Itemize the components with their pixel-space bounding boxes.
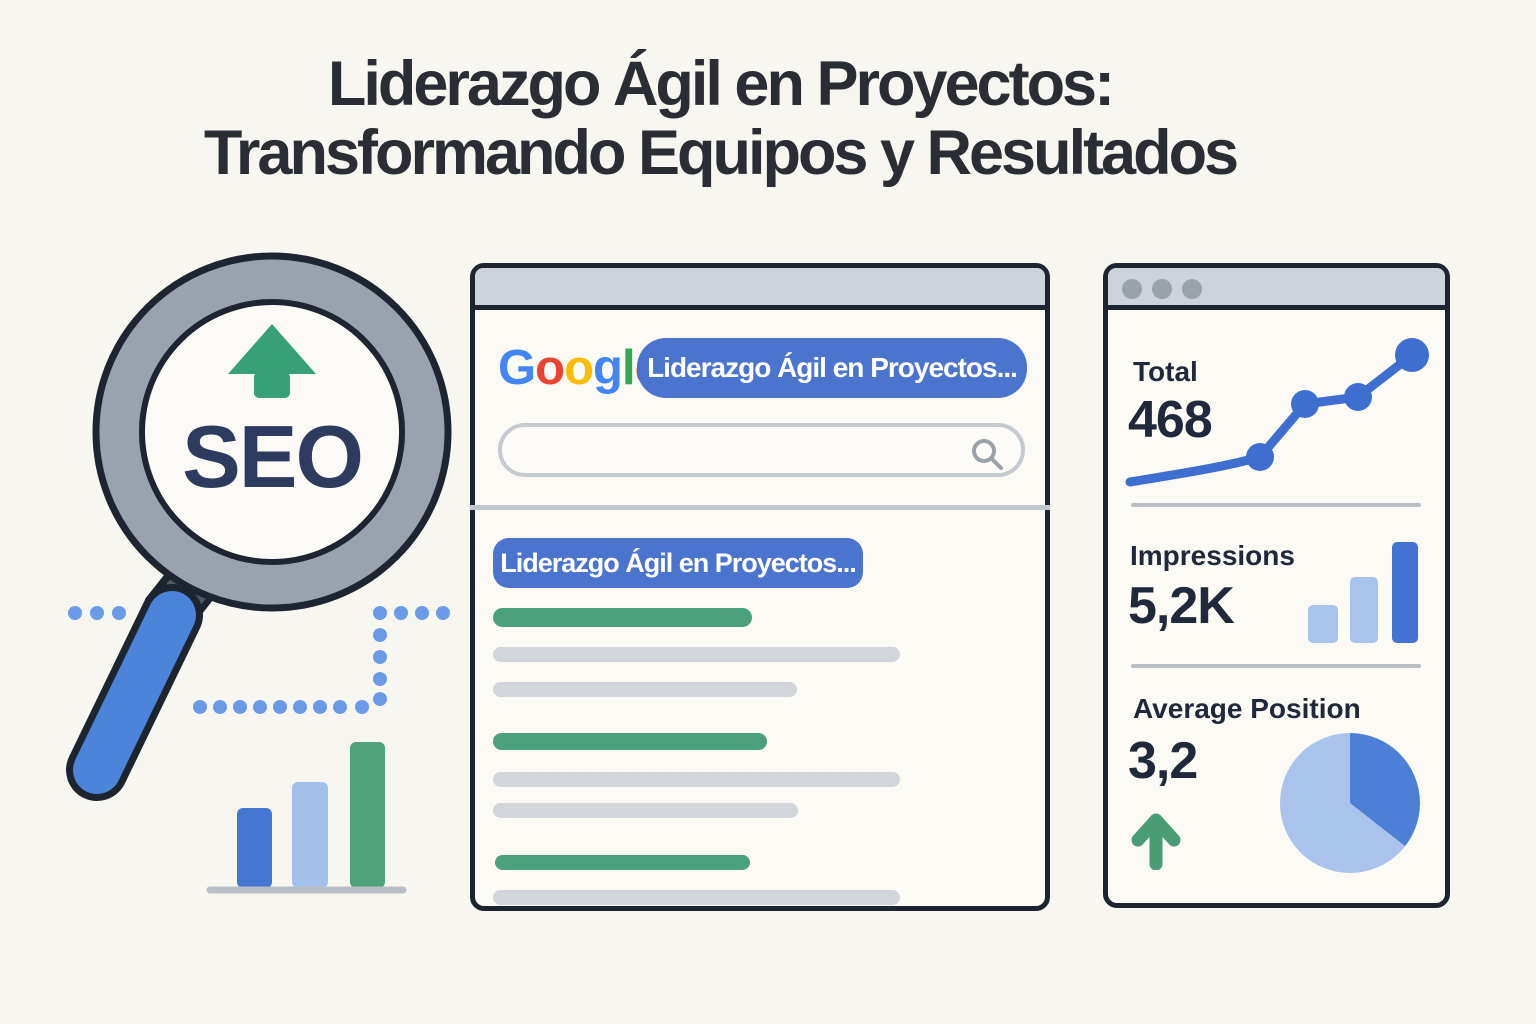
result-snippet-bar (495, 855, 750, 870)
page-title-line1: Liderazgo Ágil en Proyectos: (327, 49, 1115, 119)
search-icon (972, 439, 1003, 470)
impressions-bar (1392, 542, 1418, 643)
section-divider (1131, 503, 1421, 507)
result-snippet-bar (493, 682, 797, 697)
result-snippet-bar (493, 890, 900, 905)
impressions-label: Impressions (1130, 540, 1295, 571)
search-input[interactable] (520, 429, 960, 471)
analytics-window: Total 468 Impressions 5,2K Average Posit… (1103, 263, 1450, 908)
analytics-window-titlebar (1108, 268, 1445, 310)
google-logo-letter: l (621, 341, 636, 395)
magnifier-lens (139, 299, 405, 565)
result-snippet-bar (493, 647, 900, 662)
result-snippet-bar (493, 608, 752, 627)
google-window-titlebar (475, 268, 1045, 310)
dotted-path (68, 606, 450, 714)
page-title-line2: Transformando Equipos y Resultados (203, 118, 1239, 189)
window-control-dot[interactable] (1182, 279, 1202, 299)
total-label: Total (1133, 356, 1198, 387)
impressions-value: 5,2K (1128, 577, 1235, 635)
result-title-link[interactable]: Liderazgo Ágil en Proyectos... (493, 538, 863, 588)
google-logo-letter: G (498, 341, 536, 395)
impressions-bar (1350, 577, 1378, 643)
window-control-dot[interactable] (1152, 279, 1172, 299)
google-search-window: Google Liderazgo Ágil en Proyectos... Li… (470, 263, 1050, 911)
google-logo-letter: o (535, 341, 565, 395)
page-title: Liderazgo Ágil en Proyectos: Transforman… (0, 49, 1440, 189)
impressions-bar (1308, 605, 1338, 643)
seo-label: SEO (182, 407, 362, 506)
avg-position-label: Average Position (1133, 693, 1361, 724)
seo-magnifier-illustration: SEO (66, 252, 452, 894)
total-clicks-line-chart (1125, 338, 1429, 487)
result-snippet-bar (493, 733, 767, 750)
magnifier-handle (66, 561, 218, 801)
growth-arrow-icon (228, 324, 316, 398)
result-snippet-bar (493, 803, 798, 818)
avg-position-value: 3,2 (1128, 732, 1198, 790)
result-snippet-bar (493, 772, 900, 787)
search-bar[interactable] (498, 423, 1025, 477)
window-control-dot[interactable] (1122, 279, 1142, 299)
google-logo-letter: g (593, 341, 623, 395)
section-divider (1131, 664, 1421, 668)
total-value: 468 (1128, 391, 1213, 449)
google-logo-letter: o (564, 341, 594, 395)
position-up-arrow-icon (1131, 813, 1181, 870)
position-pie-chart (1280, 733, 1420, 873)
mini-bar-chart (206, 742, 407, 894)
query-pill-button[interactable]: Liderazgo Ágil en Proyectos... (637, 338, 1027, 398)
window-divider (470, 505, 1050, 510)
